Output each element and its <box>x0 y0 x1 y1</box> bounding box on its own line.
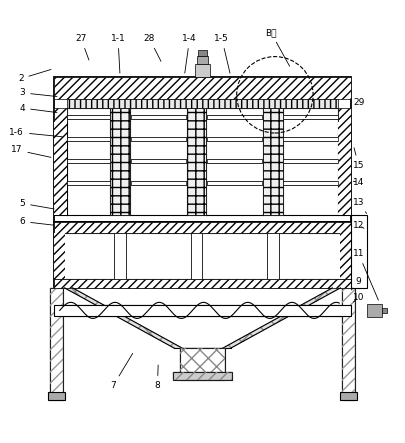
Bar <box>180 348 225 381</box>
Bar <box>284 115 338 119</box>
Text: 1-5: 1-5 <box>214 34 230 73</box>
Bar <box>207 137 262 141</box>
Text: 1-4: 1-4 <box>182 34 197 73</box>
Text: 11: 11 <box>353 249 378 300</box>
Bar <box>54 305 351 316</box>
Text: 8: 8 <box>155 365 160 390</box>
Bar <box>67 137 110 141</box>
Bar <box>284 181 338 185</box>
Text: 2: 2 <box>18 70 51 83</box>
Bar <box>173 372 232 381</box>
Text: 17: 17 <box>11 145 51 157</box>
Bar <box>111 108 130 215</box>
Bar <box>367 304 382 317</box>
Bar <box>51 288 62 400</box>
Bar <box>343 288 354 400</box>
Bar <box>54 279 351 288</box>
Text: 4: 4 <box>19 104 57 113</box>
Text: 7: 7 <box>110 354 133 390</box>
Bar <box>195 64 210 77</box>
Text: 14: 14 <box>353 178 364 187</box>
Bar <box>267 233 279 279</box>
Bar <box>54 122 66 215</box>
Bar <box>340 392 357 400</box>
Bar <box>198 50 207 56</box>
Bar <box>180 348 225 381</box>
Bar <box>207 115 262 119</box>
Bar <box>284 137 338 141</box>
Bar <box>51 288 62 400</box>
Bar <box>115 233 126 279</box>
Text: B部: B部 <box>265 28 290 66</box>
Bar <box>339 122 351 215</box>
Bar <box>341 233 351 279</box>
Bar <box>54 77 351 222</box>
Bar <box>67 159 110 163</box>
Bar <box>207 181 262 185</box>
Bar <box>382 308 387 313</box>
Text: 12: 12 <box>353 221 364 230</box>
Bar <box>284 159 338 163</box>
Bar <box>48 392 65 400</box>
Text: 3: 3 <box>19 88 57 97</box>
Polygon shape <box>64 288 182 348</box>
Text: 5: 5 <box>19 199 54 209</box>
Text: 13: 13 <box>353 198 367 214</box>
Bar <box>67 181 110 185</box>
Bar <box>67 115 110 119</box>
Text: 29: 29 <box>351 93 364 107</box>
Text: 1-6: 1-6 <box>9 128 62 137</box>
Bar <box>54 108 66 122</box>
Bar <box>130 181 186 185</box>
Bar <box>263 108 283 215</box>
Bar <box>173 372 232 381</box>
Text: 28: 28 <box>144 34 161 61</box>
Bar <box>207 159 262 163</box>
Polygon shape <box>223 288 341 348</box>
Bar <box>187 108 206 215</box>
Bar <box>54 222 351 233</box>
Bar <box>130 159 186 163</box>
Bar <box>197 56 208 64</box>
Bar <box>339 108 351 122</box>
Text: 1-1: 1-1 <box>111 34 126 73</box>
Bar <box>54 222 351 288</box>
Text: 9: 9 <box>351 277 361 290</box>
Bar <box>191 233 202 279</box>
Text: 6: 6 <box>19 217 54 226</box>
Text: 27: 27 <box>75 34 89 60</box>
Text: 15: 15 <box>353 148 364 170</box>
Bar <box>343 288 354 400</box>
Bar <box>54 233 64 279</box>
Bar <box>130 137 186 141</box>
Bar <box>66 99 339 108</box>
Text: 10: 10 <box>353 293 364 302</box>
Bar <box>351 215 367 288</box>
Bar <box>54 77 351 99</box>
Bar <box>130 115 186 119</box>
